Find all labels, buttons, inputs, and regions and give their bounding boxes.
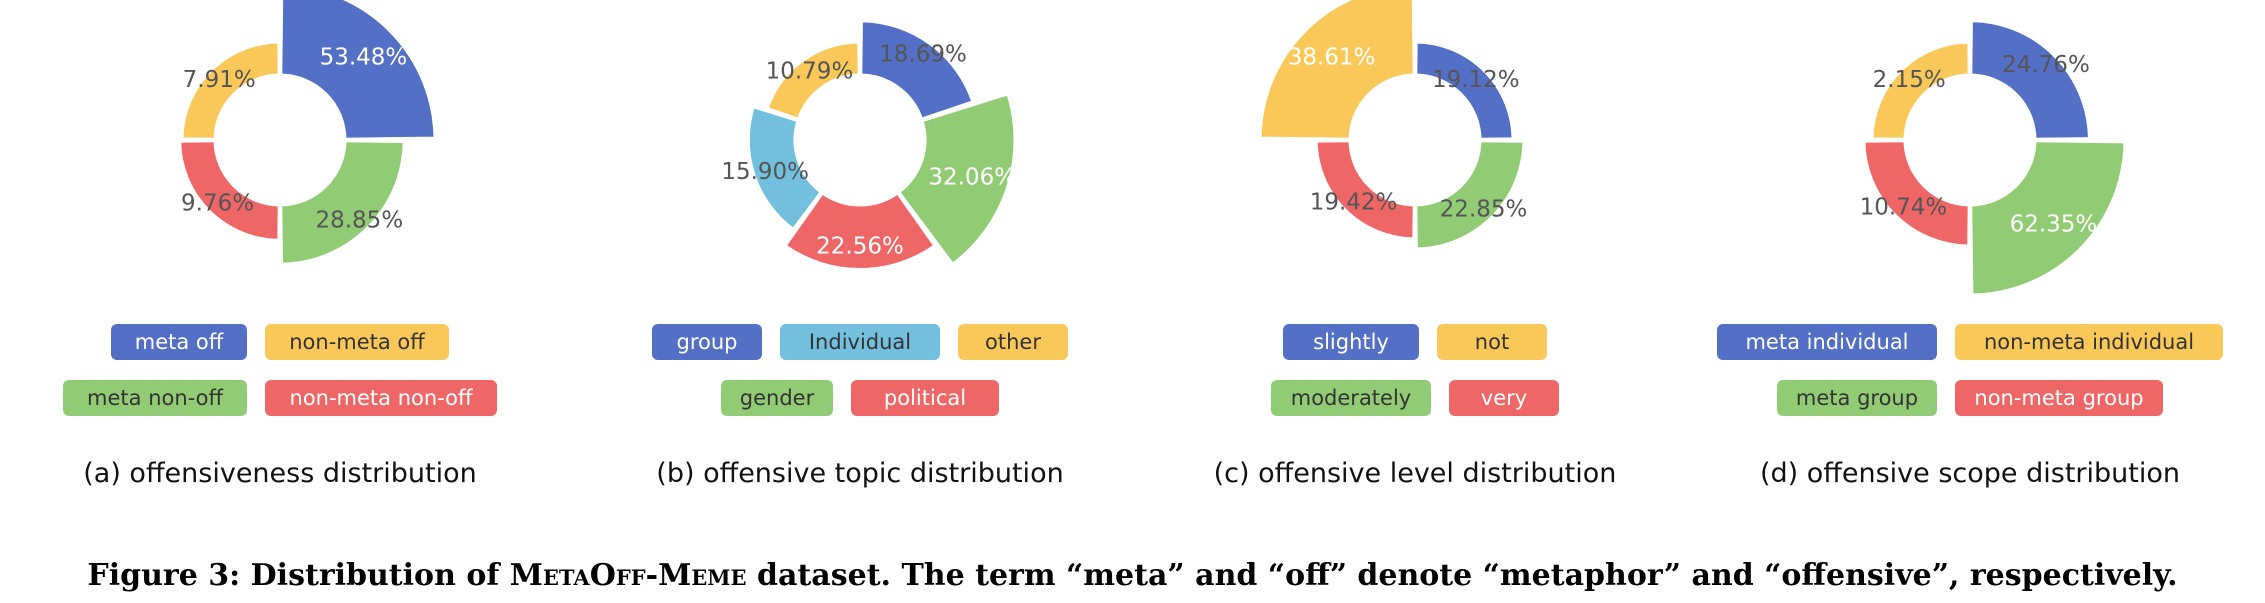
legend-item-non-meta-non-off: non-meta non-off	[265, 380, 497, 416]
slice-meta-off	[279, 0, 437, 141]
legend-item-non-meta-group: non-meta group	[1955, 380, 2163, 416]
figure-caption-suffix: dataset. The term “meta” and “off” denot…	[757, 558, 2178, 593]
slice-very	[1314, 139, 1416, 241]
slice-label: 10.79%	[766, 58, 854, 84]
slice-gender	[897, 92, 1017, 266]
legend-item-other: other	[958, 324, 1068, 360]
legend-item-political: political	[851, 380, 999, 416]
slice-label: 19.42%	[1310, 189, 1398, 215]
legend-row-d-2: meta group non-meta group	[1690, 380, 2250, 416]
legend-row-a-1: meta off non-meta off	[0, 324, 560, 360]
legend-item-moderately: moderately	[1271, 380, 1431, 416]
legend-item-group: group	[652, 324, 762, 360]
caption-c: (c) offensive level distribution	[1213, 458, 1617, 489]
slice-non-meta-individual	[1870, 40, 1971, 141]
slice-label: 22.56%	[816, 233, 904, 259]
slice-label: 62.35%	[2010, 211, 2098, 237]
legend-item-meta-individual: meta individual	[1717, 324, 1937, 360]
slice-label: 53.48%	[320, 45, 408, 71]
legend-item-individual: Individual	[780, 324, 940, 360]
chart-panel-d: 24.76% 62.35% 10.74% 2.15% meta individual n…	[1690, 0, 2250, 500]
slice-label: 22.85%	[1440, 197, 1528, 223]
slice-meta-individual	[1969, 19, 2091, 141]
legend-item-non-meta-off: non-meta off	[265, 324, 449, 360]
caption-a: (a) offensiveness distribution	[83, 458, 477, 489]
slice-label: 28.85%	[315, 207, 403, 233]
slice-meta-group	[1969, 139, 2127, 297]
slice-non-meta-group	[1862, 139, 1971, 248]
figure-caption: Figure 3: Distribution of MetaOff-Meme d…	[0, 558, 2265, 593]
figure-caption-prefix: Distribution of	[250, 558, 500, 593]
legend-item-meta-group: meta group	[1777, 380, 1937, 416]
slice-individual	[746, 105, 823, 232]
legend-row-d-1: meta individual non-meta individual	[1690, 324, 2250, 360]
legend-item-gender: gender	[721, 380, 833, 416]
slice-label: 10.74%	[1860, 195, 1948, 221]
legend-row-c-1: slightly not	[1135, 324, 1695, 360]
slice-other	[765, 40, 861, 121]
chart-panel-a: 53.48% 28.85% 9.76% 7.91% meta off non-meta …	[0, 0, 560, 500]
caption-d: (d) offensive scope distribution	[1759, 458, 2180, 489]
rose-chart-d: 24.76% 62.35% 10.74% 2.15%	[1860, 19, 2127, 297]
slice-group	[859, 19, 975, 121]
legend-item-very: very	[1449, 380, 1559, 416]
figure-number: Figure 3:	[87, 558, 241, 593]
slice-label: 32.06%	[928, 164, 1016, 190]
legend-row-a-2: meta non-off non-meta non-off	[0, 380, 560, 416]
slice-label: 15.90%	[721, 159, 809, 185]
slice-label: 9.76%	[181, 190, 254, 216]
slice-slightly	[1414, 40, 1515, 141]
slice-label: 2.15%	[1873, 67, 1946, 93]
legend-item-not: not	[1437, 324, 1547, 360]
slice-label: 38.61%	[1288, 45, 1376, 71]
slice-non-meta-non-off	[178, 139, 281, 242]
slice-moderately	[1414, 139, 1526, 251]
caption-b: (b) offensive topic distribution	[656, 458, 1064, 489]
slice-label: 7.91%	[183, 67, 256, 93]
slice-label: 19.12%	[1432, 67, 1520, 93]
slice-label: 24.76%	[2002, 52, 2090, 78]
legend-row-b-1: group Individual other	[580, 324, 1140, 360]
dataset-name: MetaOff-Meme	[509, 558, 747, 593]
chart-panel-c: 19.12% 22.85% 19.42% 38.61% slightly not mod…	[1135, 0, 1695, 500]
legend-row-c-2: moderately very	[1135, 380, 1695, 416]
slice-non-meta-off	[180, 40, 281, 141]
legend-item-meta-off: meta off	[111, 324, 247, 360]
chart-panel-b: 18.69% 32.06% 22.56% 15.90% 10.79% group Indi…	[580, 0, 1140, 500]
legend-item-meta-non-off: meta non-off	[63, 380, 247, 416]
legend-item-non-meta-individual: non-meta individual	[1955, 324, 2223, 360]
rose-chart-b: 18.69% 32.06% 22.56% 15.90% 10.79%	[721, 19, 1017, 271]
slice-political	[783, 191, 937, 271]
legend-item-slightly: slightly	[1283, 324, 1419, 360]
legend-row-b-2: gender political	[580, 380, 1140, 416]
slice-meta-non-off	[279, 139, 406, 266]
slice-not	[1258, 0, 1416, 141]
slice-label: 18.69%	[879, 41, 967, 67]
rose-chart-c: 19.12% 22.85% 19.42% 38.61%	[1258, 0, 1528, 251]
rose-chart-a: 53.48% 28.85% 9.76% 7.91%	[178, 0, 437, 266]
